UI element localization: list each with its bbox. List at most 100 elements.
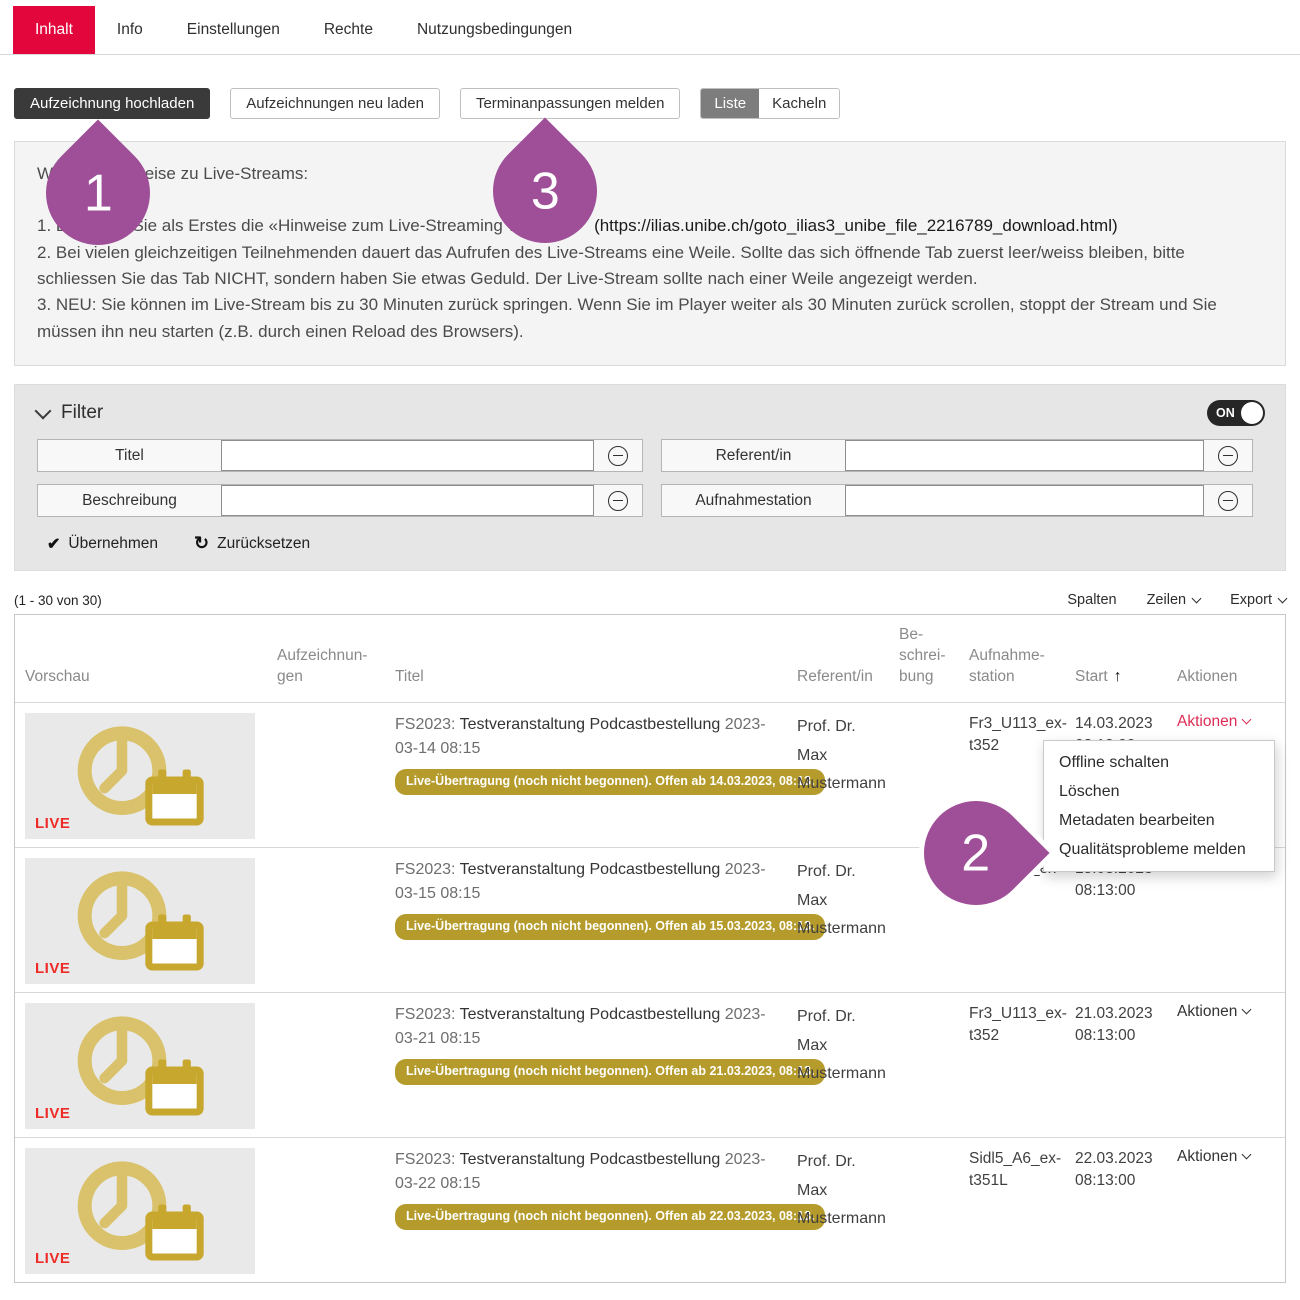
filter-input-aufnahmestation[interactable]	[845, 485, 1204, 517]
table-row: LIVE FS2023: Testveranstaltung Podcastbe…	[15, 701, 1285, 847]
title-date: 2023-03-21 08:15	[395, 1005, 766, 1047]
minus-circle-icon	[1218, 490, 1238, 511]
reset-filter-button[interactable]: ↻ Zurücksetzen	[194, 533, 310, 554]
view-list-button[interactable]: Liste	[701, 89, 760, 118]
live-badge: LIVE	[35, 1249, 71, 1267]
preview-thumbnail[interactable]: LIVE	[25, 712, 255, 839]
recordings-table: Vorschau Aufzeichnun- gen Titel Referent…	[14, 614, 1286, 1283]
title-main: Testveranstaltung Podcastbestellung	[459, 715, 721, 733]
header-start-sortable[interactable]: Start ↑	[1075, 666, 1177, 688]
menu-item-loeschen[interactable]: Löschen	[1059, 783, 1120, 800]
info-line-2: 2. Bei vielen gleichzeitigen Teilnehmend…	[37, 242, 1185, 289]
sort-ascending-icon: ↑	[1113, 667, 1122, 685]
info-line-3: 3. NEU: Sie können im Live-Stream bis zu…	[37, 295, 1217, 341]
tab-nutzungsbedingungen[interactable]: Nutzungsbedingungen	[416, 21, 573, 38]
list-meta-row: (1 - 30 von 30) Spalten Zeilen Export	[14, 592, 1288, 609]
referent-cell: Prof. Dr. Max Mustermann	[797, 1152, 886, 1228]
menu-item-offline-schalten[interactable]: Offline schalten	[1059, 754, 1169, 771]
report-date-changes-button[interactable]: Terminanpassungen melden	[459, 88, 681, 119]
filter-title[interactable]: Filter	[61, 402, 104, 424]
row-title: FS2023: Testveranstaltung Podcastbestell…	[395, 858, 826, 940]
chevron-down-icon	[1277, 593, 1288, 604]
export-link-label: Export	[1230, 592, 1272, 609]
title-date: 2023-03-14 08:15	[395, 715, 766, 757]
clock-calendar-icon	[77, 726, 204, 826]
filter-remove-aufnahmestation-button[interactable]	[1204, 485, 1252, 516]
marker-3-label: 3	[530, 161, 560, 220]
view-tiles-button[interactable]: Kacheln	[759, 89, 840, 118]
tab-rechte[interactable]: Rechte	[323, 21, 373, 38]
reset-icon: ↻	[194, 533, 210, 554]
apply-filter-button[interactable]: ✔ Übernehmen	[47, 533, 158, 554]
row-title: FS2023: Testveranstaltung Podcastbestell…	[395, 1003, 826, 1085]
tab-inhalt[interactable]: Inhalt	[13, 6, 95, 54]
actions-context-menu: Offline schalten Löschen Metadaten bearb…	[1043, 740, 1275, 872]
actions-label: Aktionen	[1177, 1147, 1238, 1165]
filter-input-referent[interactable]	[845, 440, 1204, 472]
filter-remove-beschreibung-button[interactable]	[594, 485, 642, 516]
filter-label-referent: Referent/in	[715, 446, 792, 464]
header-start-label: Start	[1075, 667, 1108, 685]
toolbar: Aufzeichnung hochladen Aufzeichnungen ne…	[14, 88, 1286, 119]
live-badge: LIVE	[35, 1104, 71, 1122]
chevron-down-icon	[1241, 1149, 1252, 1160]
title-prefix: FS2023:	[395, 860, 456, 878]
title-prefix: FS2023:	[395, 715, 456, 733]
chevron-down-icon[interactable]	[34, 402, 52, 420]
status-badge: Live-Übertragung (noch nicht begonnen). …	[395, 913, 826, 940]
title-date: 2023-03-15 08:15	[395, 860, 766, 902]
filter-remove-referent-button[interactable]	[1204, 440, 1252, 471]
info-download-link[interactable]: (https://ilias.unibe.ch/goto_ilias3_unib…	[594, 216, 1118, 236]
status-badge: Live-Übertragung (noch nicht begonnen). …	[395, 1058, 826, 1085]
info-box-title: Wichtige Hinweise zu Live-Streams:	[37, 164, 309, 183]
filter-remove-titel-button[interactable]	[594, 440, 642, 471]
actions-link[interactable]: Aktionen	[1177, 713, 1285, 731]
station-cell: Fr3_U113_ex- t352	[969, 714, 1067, 755]
filter-label-aufnahmestation: Aufnahmestation	[695, 491, 812, 509]
referent-cell: Prof. Dr. Max Mustermann	[797, 717, 886, 793]
minus-circle-icon	[608, 445, 628, 466]
header-vorschau: Vorschau	[25, 667, 90, 685]
actions-link[interactable]: Aktionen	[1177, 1003, 1285, 1021]
title-main: Testveranstaltung Podcastbestellung	[459, 1005, 721, 1023]
filter-on-toggle[interactable]: ON	[1207, 400, 1265, 427]
preview-thumbnail[interactable]: LIVE	[25, 1147, 255, 1274]
menu-item-metadaten-bearbeiten[interactable]: Metadaten bearbeiten	[1059, 812, 1215, 829]
actions-link[interactable]: Aktionen	[1177, 1148, 1285, 1166]
filter-input-beschreibung[interactable]	[221, 485, 594, 517]
filter-input-titel[interactable]	[221, 440, 594, 472]
clock-calendar-icon	[77, 1016, 204, 1116]
header-titel: Titel	[395, 667, 424, 685]
upload-recording-button[interactable]: Aufzeichnung hochladen	[14, 88, 211, 119]
tab-einstellungen[interactable]: Einstellungen	[186, 21, 280, 38]
tab-info[interactable]: Info	[116, 21, 143, 38]
columns-link[interactable]: Spalten	[1067, 592, 1117, 609]
rows-link[interactable]: Zeilen	[1147, 592, 1202, 608]
filter-field-beschreibung: Beschreibung	[37, 484, 643, 518]
start-cell: 22.03.2023 08:13:00	[1075, 1149, 1153, 1190]
row-title: FS2023: Testveranstaltung Podcastbestell…	[395, 1148, 826, 1230]
filter-field-titel: Titel	[37, 439, 643, 473]
minus-circle-icon	[1218, 445, 1238, 466]
status-badge: Live-Übertragung (noch nicht begonnen). …	[395, 1203, 826, 1230]
clock-calendar-icon	[77, 871, 204, 971]
menu-item-qualitaetsprobleme-melden[interactable]: Qualitätsprobleme melden	[1059, 841, 1246, 858]
table-row: LIVE FS2023: Testveranstaltung Podcastbe…	[15, 991, 1285, 1137]
filter-field-referent: Referent/in	[661, 439, 1253, 473]
title-prefix: FS2023:	[395, 1005, 456, 1023]
actions-label: Aktionen	[1177, 1002, 1238, 1020]
preview-thumbnail[interactable]: LIVE	[25, 857, 255, 984]
reset-filter-label: Zurücksetzen	[217, 534, 311, 552]
minus-circle-icon	[608, 490, 628, 511]
row-title: FS2023: Testveranstaltung Podcastbestell…	[395, 713, 826, 795]
toggle-knob	[1241, 402, 1263, 425]
chevron-down-icon	[1241, 1004, 1252, 1015]
title-main: Testveranstaltung Podcastbestellung	[459, 860, 721, 878]
reload-recordings-button[interactable]: Aufzeichnungen neu laden	[230, 88, 440, 119]
header-aufnahmestation: Aufnahme- station	[969, 646, 1045, 685]
live-badge: LIVE	[35, 959, 71, 977]
filter-label-beschreibung: Beschreibung	[82, 491, 177, 509]
export-link[interactable]: Export	[1230, 592, 1288, 609]
preview-thumbnail[interactable]: LIVE	[25, 1002, 255, 1129]
live-stream-info-box: Wichtige Hinweise zu Live-Streams: 1. Be…	[14, 141, 1286, 367]
